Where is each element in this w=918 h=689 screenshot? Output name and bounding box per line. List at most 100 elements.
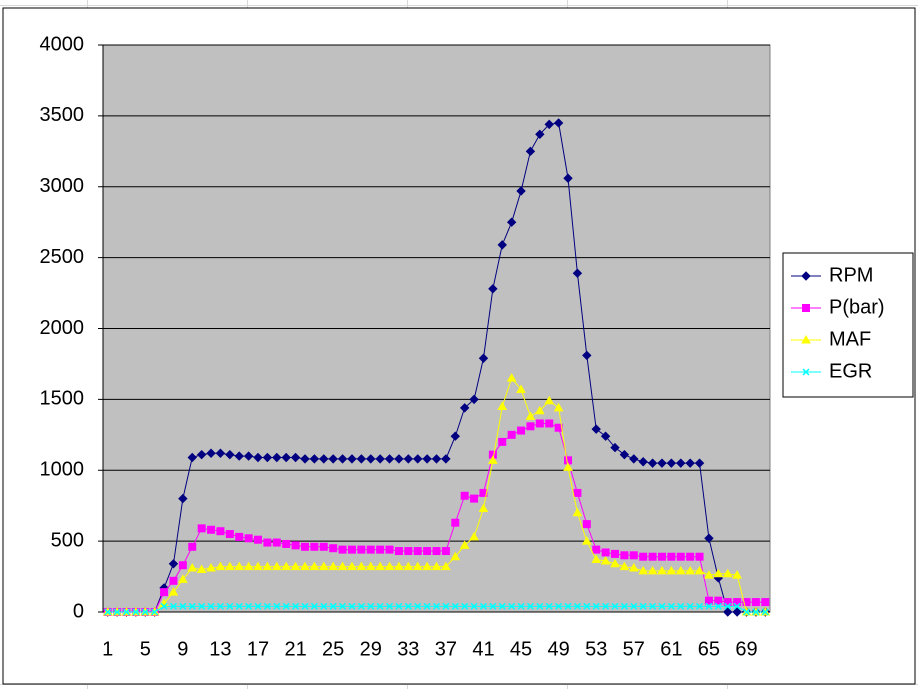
marker xyxy=(647,565,658,575)
x-tick-label: 53 xyxy=(585,638,607,660)
marker xyxy=(517,602,525,610)
marker xyxy=(290,452,301,463)
marker xyxy=(188,542,197,551)
marker xyxy=(282,539,291,548)
x-tick-label: 61 xyxy=(660,638,682,660)
marker xyxy=(413,547,422,556)
marker xyxy=(535,419,544,428)
series-group xyxy=(104,602,769,616)
marker xyxy=(488,455,498,464)
legend-items: RPM P(bar) MAF EGR xyxy=(791,264,885,382)
y-tick-label: 1000 xyxy=(40,459,85,481)
legend-label: P(bar) xyxy=(829,296,885,318)
y-tick-label: 3000 xyxy=(40,175,85,197)
marker xyxy=(592,602,600,610)
marker xyxy=(442,602,450,610)
marker xyxy=(160,588,169,597)
marker xyxy=(629,454,639,464)
marker xyxy=(365,561,376,571)
marker xyxy=(638,565,649,575)
marker xyxy=(714,602,722,610)
legend-label: MAF xyxy=(829,328,871,350)
marker xyxy=(178,561,187,570)
marker xyxy=(366,545,375,554)
marker xyxy=(160,602,168,610)
marker xyxy=(291,541,300,550)
marker xyxy=(572,507,583,517)
marker xyxy=(243,561,254,571)
marker xyxy=(657,565,667,575)
marker xyxy=(667,552,676,561)
marker xyxy=(478,353,489,363)
marker xyxy=(591,424,601,434)
marker xyxy=(263,538,272,547)
marker xyxy=(347,545,356,554)
marker xyxy=(801,334,811,344)
marker xyxy=(723,607,733,617)
marker xyxy=(686,602,694,610)
marker xyxy=(761,598,770,607)
marker xyxy=(705,602,713,610)
marker xyxy=(169,602,177,610)
marker xyxy=(432,547,441,556)
marker xyxy=(583,602,591,610)
marker xyxy=(187,452,197,463)
marker xyxy=(169,576,178,585)
marker xyxy=(104,608,112,616)
marker xyxy=(658,602,666,610)
marker xyxy=(179,602,187,610)
series-group xyxy=(102,118,771,617)
marker xyxy=(610,442,620,453)
marker xyxy=(403,454,414,464)
marker xyxy=(630,602,638,610)
marker xyxy=(802,304,810,312)
marker xyxy=(196,449,207,460)
x-tick-label: 5 xyxy=(140,638,151,660)
marker xyxy=(638,457,648,467)
marker xyxy=(318,561,329,571)
marker xyxy=(536,602,544,610)
marker xyxy=(328,454,338,464)
marker xyxy=(695,552,704,561)
marker xyxy=(553,402,564,412)
y-tick-label: 0 xyxy=(73,600,84,622)
marker xyxy=(732,607,742,617)
marker xyxy=(414,602,422,610)
marker xyxy=(207,525,216,534)
marker xyxy=(676,458,686,468)
marker xyxy=(508,602,516,610)
marker xyxy=(572,268,583,278)
marker xyxy=(384,561,395,571)
marker xyxy=(395,602,403,610)
marker xyxy=(470,602,478,610)
marker xyxy=(507,430,516,439)
marker xyxy=(375,561,385,571)
marker xyxy=(422,561,432,571)
marker xyxy=(357,545,366,554)
marker xyxy=(525,411,536,420)
x-tick-label: 21 xyxy=(284,638,306,660)
marker xyxy=(272,452,282,463)
marker xyxy=(497,240,507,250)
marker xyxy=(301,602,309,610)
x-tick-label: 45 xyxy=(510,638,532,660)
marker xyxy=(319,542,328,551)
marker xyxy=(801,271,811,281)
marker xyxy=(337,454,348,464)
marker xyxy=(234,561,245,571)
marker xyxy=(451,518,460,527)
marker xyxy=(601,548,610,557)
marker xyxy=(657,458,667,468)
marker xyxy=(460,491,469,500)
marker xyxy=(215,448,226,458)
marker xyxy=(648,552,657,561)
marker xyxy=(450,431,460,441)
legend-label: EGR xyxy=(829,360,872,382)
marker xyxy=(329,544,338,553)
marker xyxy=(423,602,431,610)
marker xyxy=(262,561,273,571)
marker xyxy=(339,602,347,610)
x-tick-label: 17 xyxy=(247,638,269,660)
marker xyxy=(404,547,413,556)
